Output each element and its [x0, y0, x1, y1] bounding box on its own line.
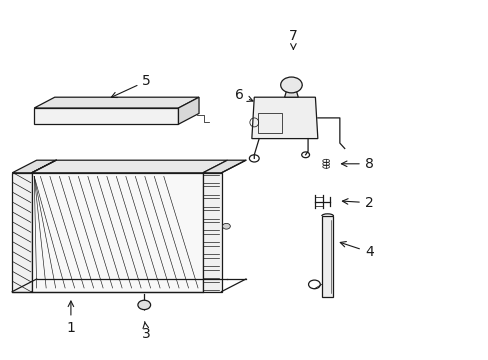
Text: 8: 8 [341, 157, 373, 171]
Polygon shape [251, 97, 317, 139]
Circle shape [222, 223, 230, 229]
Polygon shape [32, 160, 227, 173]
Polygon shape [34, 97, 199, 108]
Polygon shape [203, 173, 221, 292]
Polygon shape [12, 160, 56, 173]
Text: 5: 5 [111, 74, 151, 98]
Text: 7: 7 [288, 29, 297, 49]
Polygon shape [178, 97, 199, 124]
Text: 1: 1 [66, 301, 75, 334]
Text: 3: 3 [142, 321, 151, 341]
Circle shape [138, 300, 150, 310]
Circle shape [280, 77, 302, 93]
Text: 4: 4 [340, 242, 373, 259]
Polygon shape [284, 91, 298, 97]
Polygon shape [321, 216, 333, 297]
Polygon shape [34, 108, 178, 124]
Polygon shape [203, 160, 245, 173]
Text: 2: 2 [342, 196, 373, 210]
Text: 6: 6 [235, 89, 252, 102]
Polygon shape [32, 173, 203, 292]
Polygon shape [12, 173, 32, 292]
